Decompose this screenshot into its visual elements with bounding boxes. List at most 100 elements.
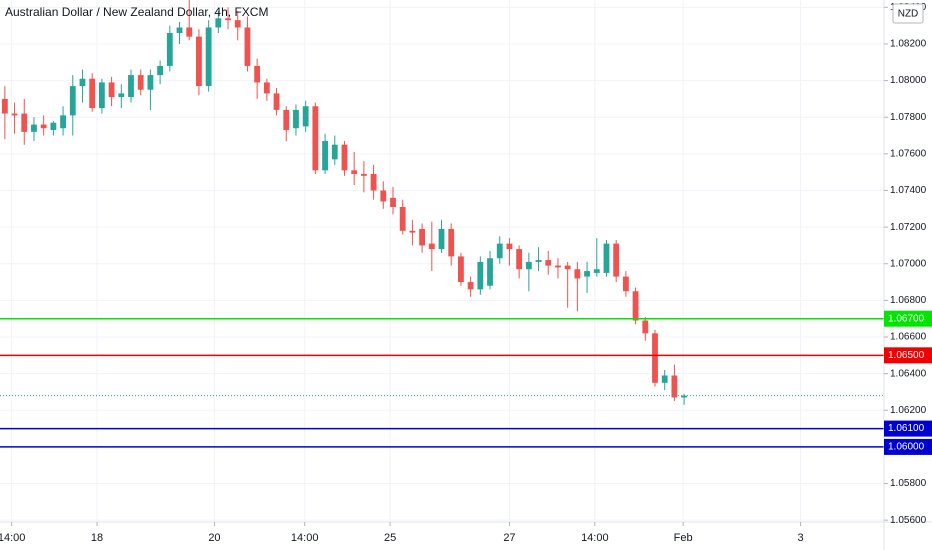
y-tick-label: 1.06600 [890, 332, 927, 343]
y-tick-label: 1.06200 [890, 405, 927, 416]
candle-body [157, 65, 164, 76]
level-label-box [884, 438, 932, 455]
candle-body [399, 206, 406, 231]
y-tick-label: 1.06800 [890, 295, 927, 306]
candle-body [516, 249, 523, 270]
candle-body [487, 258, 493, 286]
x-tick-label: 14:00 [291, 532, 319, 544]
candle-body [370, 174, 377, 191]
candle-body [225, 18, 231, 21]
candle-body [496, 243, 503, 259]
x-tick-label: Feb [674, 532, 693, 544]
candle-body [380, 190, 387, 202]
y-tick-label: 1.08200 [890, 39, 927, 50]
candle-body [632, 291, 639, 321]
candle-body [555, 265, 561, 268]
level-label: 1.06700 [888, 313, 925, 324]
candle-body [98, 82, 105, 109]
candle-body [438, 228, 445, 250]
candle-body [302, 106, 309, 127]
candle-body [283, 109, 290, 131]
candle-body [603, 243, 610, 273]
candle-body [428, 243, 435, 250]
candle-body [205, 27, 212, 87]
level-label: 1.06000 [888, 442, 925, 453]
candle-body [234, 20, 241, 28]
candle-body [40, 124, 47, 129]
candle-body [166, 32, 173, 66]
y-tick-label: 1.07400 [890, 185, 927, 196]
x-tick-label: 18 [91, 532, 103, 544]
candle-body [419, 228, 426, 246]
candle-body [11, 113, 18, 116]
candle-body [574, 269, 581, 279]
candle-body [341, 144, 348, 171]
currency-label[interactable]: NZD [898, 9, 919, 20]
candle-body [79, 78, 86, 87]
candle-body [458, 256, 464, 283]
y-tick-label: 1.08000 [890, 75, 927, 86]
level-label-box [884, 420, 932, 437]
candle-body [525, 261, 532, 270]
candle-body [263, 82, 270, 94]
candle-body [351, 170, 358, 174]
level-label-box [884, 310, 932, 327]
candle-body [545, 260, 552, 266]
candle-body [593, 269, 600, 273]
candle-body [642, 320, 649, 334]
candle-body [652, 333, 658, 383]
chart-title: Australian Dollar / New Zealand Dollar, … [5, 5, 268, 19]
x-tick-label: 25 [384, 532, 396, 544]
candle-body [273, 93, 280, 110]
candle-body [1, 98, 8, 114]
candle-body [331, 144, 338, 160]
y-tick-label: 1.07800 [890, 112, 927, 123]
candle-body [21, 113, 28, 132]
y-tick-label: 1.07200 [890, 222, 927, 233]
candle-body [360, 174, 367, 176]
candle-body [293, 109, 299, 129]
candle-body [31, 124, 37, 132]
x-tick-label: 3 [797, 532, 803, 544]
x-tick-label: 14:00 [581, 532, 609, 544]
y-tick-label: 1.07600 [890, 148, 927, 159]
candle-body [50, 122, 57, 131]
candle-body [89, 78, 96, 109]
candle-body [622, 276, 629, 292]
candle-body [196, 36, 202, 87]
candle-body [613, 243, 620, 277]
candle-body [215, 18, 222, 28]
candle-body [254, 65, 261, 83]
candle-body [661, 375, 668, 383]
level-label-box [884, 347, 932, 364]
candle-body [186, 27, 193, 37]
candle-body [535, 260, 542, 262]
candle-body [69, 86, 76, 116]
candle-body [409, 230, 416, 233]
candle-body [390, 197, 396, 207]
y-tick-label: 1.06400 [890, 368, 927, 379]
y-tick-label: 1.07000 [890, 258, 927, 269]
y-tick-label: 1.05800 [890, 478, 927, 489]
x-tick-label: 20 [208, 532, 220, 544]
candle-body [506, 243, 513, 250]
candle-body [118, 93, 125, 98]
candle-body [584, 271, 590, 277]
candle-body [312, 106, 319, 171]
y-tick-label: 1.05600 [890, 515, 927, 526]
level-label: 1.06100 [888, 423, 925, 434]
candle-body [108, 82, 115, 98]
candle-body [681, 395, 688, 398]
currency-box[interactable] [892, 3, 924, 24]
candle-body [671, 375, 678, 398]
level-label: 1.06500 [888, 350, 925, 361]
candle-body [564, 265, 571, 270]
candle-body [128, 75, 134, 98]
candle-body [322, 141, 328, 171]
candle-body [477, 261, 484, 290]
x-tick-label: 14:00 [0, 532, 25, 544]
candle-body [467, 282, 474, 290]
candle-body [60, 115, 66, 129]
